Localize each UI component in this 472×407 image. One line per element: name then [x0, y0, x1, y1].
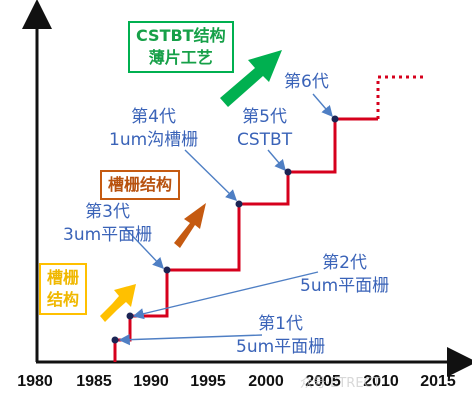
trench-callout-orange: 槽栅结构	[100, 170, 181, 200]
gen2-label: 第2代 5um平面栅	[300, 252, 389, 298]
gen6-point	[331, 115, 339, 123]
watermark: 众号·ETRECT	[300, 376, 381, 391]
step-line-future	[376, 75, 425, 119]
trench-callout-yellow: 槽栅 结构	[39, 263, 88, 315]
cstbt-arrow-green	[220, 50, 282, 107]
gen3-desc: 3um平面栅	[63, 225, 153, 245]
gen5-label: 第5代 CSTBT	[237, 106, 292, 152]
gen5-point	[284, 168, 292, 176]
gen6-title: 第6代	[284, 72, 329, 92]
gen1-label: 第1代 5um平面栅	[236, 313, 325, 359]
gen5-desc: CSTBT	[237, 130, 293, 150]
pointer-gen1	[118, 334, 263, 346]
gen1-point	[111, 336, 119, 344]
x-tick-2010: 2010	[363, 373, 399, 390]
x-tick-2015: 2015	[420, 373, 456, 390]
cstbt-callout-green: CSTBT结构 薄片工艺	[128, 21, 234, 73]
cstbt-callout-green-line2: 薄片工艺	[148, 48, 213, 67]
gen2-point	[126, 312, 134, 320]
gen6-label: 第6代	[284, 71, 329, 94]
trench-arrow-yellow	[100, 284, 136, 322]
trench-arrow-orange	[174, 203, 206, 248]
gen1-title: 第1代	[258, 314, 303, 334]
pointer-gen2	[132, 271, 319, 320]
gen4-desc: 1um沟槽栅	[109, 130, 199, 150]
x-tick-2005: 2005	[305, 373, 341, 390]
gen4-point	[235, 200, 243, 208]
cstbt-callout-green-line1: CSTBT结构	[136, 26, 226, 45]
pointer-gen6	[312, 93, 333, 118]
gen4-label: 第4代 1um沟槽栅	[109, 106, 198, 152]
pointer-gen3	[124, 227, 164, 270]
gen3-point	[163, 266, 171, 274]
gen2-desc: 5um平面栅	[300, 276, 390, 296]
gen1-desc: 5um平面栅	[236, 337, 326, 357]
x-tick-1980: 1980	[17, 373, 53, 390]
trench-callout-orange-line1: 槽栅结构	[108, 175, 173, 194]
pointer-gen4	[184, 149, 237, 201]
gen2-title: 第2代	[322, 253, 367, 273]
x-tick-1995: 1995	[190, 373, 226, 390]
pointer-gen5	[267, 149, 286, 172]
gen4-title: 第4代	[131, 107, 176, 127]
gen3-label: 第3代 3um平面栅	[63, 201, 152, 247]
trench-callout-yellow-line1: 槽栅	[47, 268, 80, 287]
x-tick-2000: 2000	[248, 373, 284, 390]
trench-callout-yellow-line2: 结构	[47, 290, 80, 309]
gen3-title: 第3代	[85, 202, 130, 222]
x-tick-1985: 1985	[76, 373, 112, 390]
x-tick-1990: 1990	[133, 373, 169, 390]
gen5-title: 第5代	[242, 107, 287, 127]
